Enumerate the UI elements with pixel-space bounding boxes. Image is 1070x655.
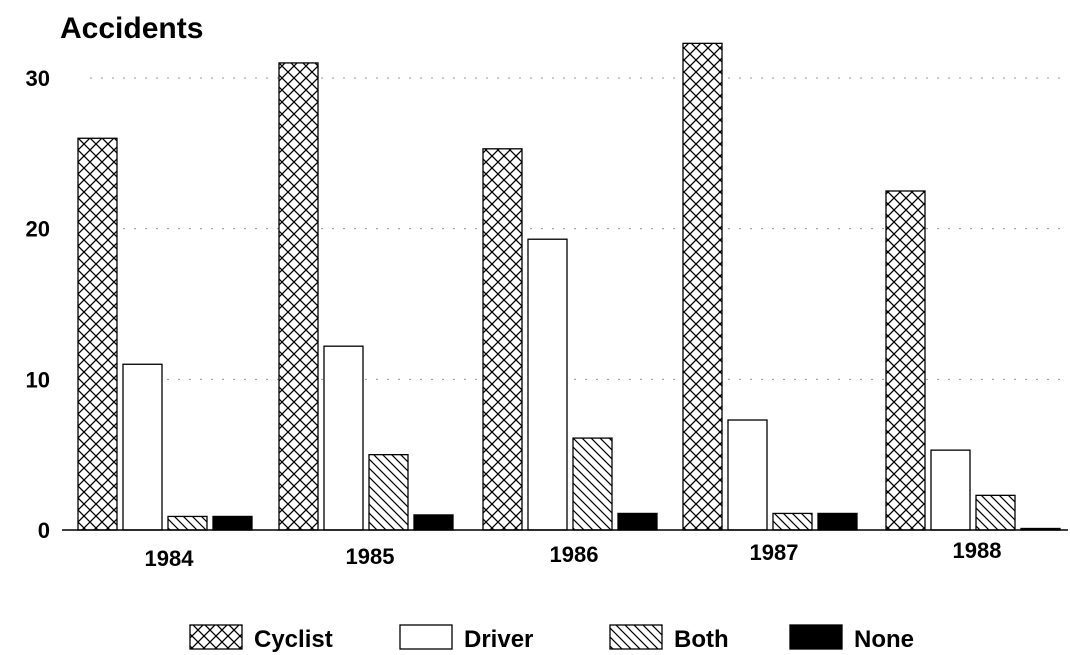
bar-driver-1986 [527, 238, 568, 531]
bar-driver-1987 [727, 419, 768, 531]
bar-cyclist-1988 [885, 190, 926, 531]
y-tick-label-20: 20 [26, 217, 50, 242]
legend-swatch-none [789, 624, 843, 650]
legend-item-driver: Driver [399, 624, 533, 653]
y-tick-label-0: 0 [38, 518, 50, 543]
legend-item-cyclist: Cyclist [189, 624, 333, 653]
legend-swatch-driver [399, 624, 453, 650]
bar-driver-1984 [122, 363, 163, 531]
legend-label-both: Both [674, 626, 729, 653]
legend-item-both: Both [609, 624, 729, 653]
bar-driver-1988 [930, 449, 971, 531]
bar-none-1985 [413, 514, 454, 531]
legend-swatch-both [609, 624, 663, 650]
bar-none-1984 [212, 515, 253, 531]
bar-cyclist-1987 [682, 42, 723, 531]
x-tick-label-1984: 1984 [145, 546, 195, 571]
x-tick-label-1987: 1987 [750, 540, 799, 565]
bar-both-1985 [368, 454, 409, 531]
bars [77, 42, 1061, 531]
bar-group-1985 [278, 62, 454, 531]
bar-both-1984 [167, 515, 208, 531]
y-tick-label-10: 10 [26, 367, 50, 392]
legend-label-driver: Driver [464, 626, 533, 653]
legend-label-none: None [854, 626, 914, 653]
legend-item-none: None [789, 624, 914, 653]
bar-cyclist-1986 [482, 148, 523, 531]
y-tick-label-30: 30 [26, 66, 50, 91]
axes: Accidents [60, 12, 1068, 531]
bar-none-1986 [617, 512, 658, 531]
bar-both-1986 [572, 437, 613, 531]
legend: Cyclist Driver Both None [189, 624, 914, 653]
legend-label-cyclist: Cyclist [254, 626, 333, 653]
y-tick-labels: 0 10 20 30 [26, 66, 50, 543]
x-tick-label-1986: 1986 [550, 542, 599, 567]
x-tick-label-1988: 1988 [953, 538, 1002, 563]
bar-both-1987 [772, 512, 813, 531]
x-tick-labels: 1984 1985 1986 1987 1988 [145, 538, 1002, 571]
bar-group-1987 [682, 42, 858, 531]
bar-group-1988 [885, 190, 1061, 531]
bar-group-1984 [77, 137, 253, 531]
bar-group-1986 [482, 148, 658, 531]
bar-cyclist-1985 [278, 62, 319, 531]
x-tick-label-1985: 1985 [346, 544, 395, 569]
bar-cyclist-1984 [77, 137, 118, 531]
y-axis-title: Accidents [60, 12, 203, 45]
bar-none-1987 [817, 512, 858, 531]
legend-swatch-cyclist [189, 624, 243, 650]
bar-both-1988 [975, 494, 1016, 531]
bar-driver-1985 [323, 345, 364, 531]
